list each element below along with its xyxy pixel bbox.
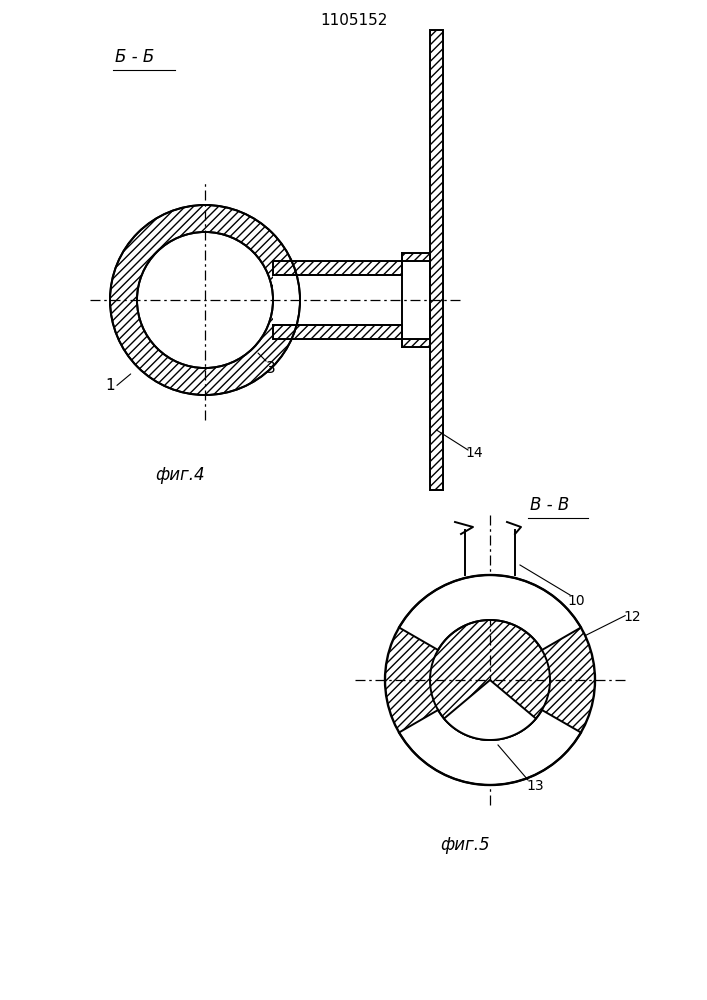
Bar (273, 275, 402, 325)
Text: 1: 1 (105, 378, 115, 393)
Text: 3: 3 (266, 361, 276, 376)
Circle shape (385, 575, 595, 785)
Bar (273, 261, 402, 275)
Bar (430, 30, 443, 490)
Bar (402, 339, 430, 347)
Bar (273, 325, 402, 339)
Text: 12: 12 (623, 610, 641, 624)
Circle shape (430, 620, 550, 740)
Text: 10: 10 (567, 594, 585, 608)
Bar (273, 325, 402, 339)
Bar (402, 253, 430, 261)
Text: Б - Б: Б - Б (115, 48, 154, 66)
Text: 1105152: 1105152 (320, 13, 387, 28)
Polygon shape (399, 575, 581, 650)
Circle shape (137, 232, 273, 368)
Circle shape (385, 575, 595, 785)
Circle shape (110, 205, 300, 395)
Text: 14: 14 (465, 446, 483, 460)
Text: фиг.5: фиг.5 (440, 836, 490, 854)
Bar (402, 253, 430, 261)
Bar (273, 261, 402, 275)
Text: 13: 13 (526, 779, 544, 793)
Text: В - В: В - В (530, 496, 569, 514)
Bar (273, 325, 402, 339)
Polygon shape (399, 710, 581, 785)
Text: фиг.4: фиг.4 (155, 466, 204, 484)
Bar (273, 261, 402, 275)
Bar (430, 30, 443, 490)
Bar (402, 339, 430, 347)
Bar (402, 339, 430, 347)
Bar (465, 530, 515, 575)
Bar (402, 253, 430, 261)
Polygon shape (444, 680, 536, 740)
Bar (430, 30, 443, 490)
